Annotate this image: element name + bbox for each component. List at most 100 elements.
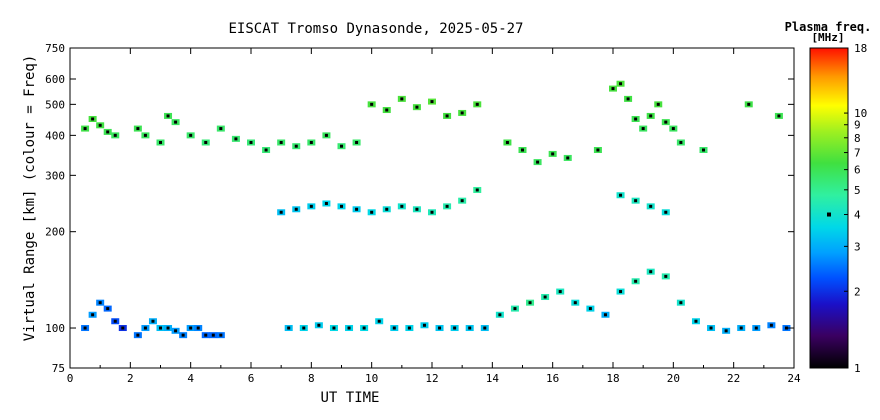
x-tick-label: 0 [67, 372, 74, 385]
data-point-center [664, 274, 668, 278]
data-point-center [400, 204, 404, 208]
data-point-center [649, 204, 653, 208]
colorbar-tick-label: 5 [854, 184, 861, 197]
data-point-center [294, 144, 298, 148]
y-tick-label: 600 [45, 73, 65, 86]
data-point-center [634, 117, 638, 121]
data-point-center [279, 210, 283, 214]
data-point-center [528, 301, 532, 305]
data-point-center [234, 137, 238, 141]
data-point-center [679, 140, 683, 144]
data-point-center [143, 133, 147, 137]
x-tick-label: 22 [727, 372, 740, 385]
data-point-center [475, 188, 479, 192]
x-axis: 0 2 4 6 8 10 12 14 16 18 20 22 24 [67, 48, 801, 385]
data-point-center [739, 326, 743, 330]
data-point-center [664, 120, 668, 124]
data-point-center [475, 102, 479, 106]
data-point-center [400, 97, 404, 101]
data-point-center [324, 201, 328, 205]
data-point-center [249, 140, 253, 144]
data-point-center [596, 148, 600, 152]
data-point-center [174, 120, 178, 124]
data-point-center [324, 133, 328, 137]
data-point-center [136, 127, 140, 131]
data-point-center [702, 148, 705, 152]
data-point-center [106, 130, 110, 134]
series-group [81, 268, 791, 339]
data-point-center [159, 326, 162, 330]
y-tick-label: 300 [45, 169, 65, 182]
data-point-center [166, 326, 170, 330]
data-point-center [619, 290, 623, 294]
data-point-center [407, 326, 411, 330]
data-point-center [264, 148, 268, 152]
data-point-center [641, 127, 645, 131]
x-tick-label: 24 [787, 372, 801, 385]
data-point-center [355, 207, 359, 211]
colorbar-tick-label: 9 [854, 119, 861, 132]
y-tick-label: 100 [45, 322, 65, 335]
data-point-center [619, 193, 623, 197]
data-point-center [430, 210, 434, 214]
colorbar-tick-label: 4 [854, 209, 861, 222]
y-tick-label: 500 [45, 98, 65, 111]
data-point-center [566, 156, 570, 160]
data-point-center [483, 326, 487, 330]
data-point-center [543, 295, 547, 299]
data-point-center [377, 319, 381, 323]
x-tick-label: 14 [486, 372, 500, 385]
data-point-center [415, 207, 419, 211]
data-point-center [143, 326, 147, 330]
data-point-center [204, 140, 208, 144]
data-point-center [573, 301, 577, 305]
data-point-center [671, 127, 675, 131]
plot-area [81, 80, 791, 339]
data-point-center [634, 199, 638, 203]
x-axis-label: UT TIME [320, 390, 379, 406]
chart-title: EISCAT Tromso Dynasonde, 2025-05-27 [228, 21, 523, 37]
colorbar-tick-label: 3 [854, 240, 861, 253]
series-group [277, 186, 670, 216]
data-point-center [784, 326, 788, 330]
data-point-center [438, 326, 442, 330]
data-point-center [340, 144, 343, 148]
data-point-center [777, 114, 781, 118]
data-point-center [219, 333, 223, 337]
data-point-center [98, 123, 102, 127]
data-point-center [385, 108, 389, 112]
x-tick-label: 6 [248, 372, 255, 385]
x-tick-label: 10 [365, 372, 378, 385]
data-point-center [106, 307, 110, 311]
data-point-center [626, 97, 630, 101]
data-point-center [302, 326, 306, 330]
data-point-center [460, 111, 464, 115]
data-point-center [724, 329, 728, 333]
data-point-center [392, 326, 396, 330]
data-point-center [113, 133, 117, 137]
colorbar-tick-label: 18 [854, 42, 867, 55]
colorbar-marker [827, 212, 831, 217]
y-tick-label: 75 [52, 362, 65, 375]
x-tick-label: 16 [546, 372, 559, 385]
data-point-center [151, 319, 155, 323]
data-point-center [189, 133, 193, 137]
data-point-center [83, 127, 87, 131]
y-tick-label: 400 [45, 129, 65, 142]
data-point-center [347, 326, 351, 330]
data-point-center [588, 307, 592, 311]
data-point-center [709, 326, 713, 330]
data-point-center [91, 117, 95, 121]
colorbar-tick-label: 8 [854, 132, 861, 145]
colorbar-tick-label: 6 [854, 164, 861, 177]
data-point-center [754, 326, 758, 330]
data-point-center [551, 152, 555, 156]
data-point-center [385, 207, 389, 211]
data-point-center [98, 301, 102, 305]
data-point-center [355, 140, 359, 144]
data-point-center [498, 313, 502, 317]
data-point-center [521, 148, 524, 152]
data-point-center [204, 333, 208, 337]
